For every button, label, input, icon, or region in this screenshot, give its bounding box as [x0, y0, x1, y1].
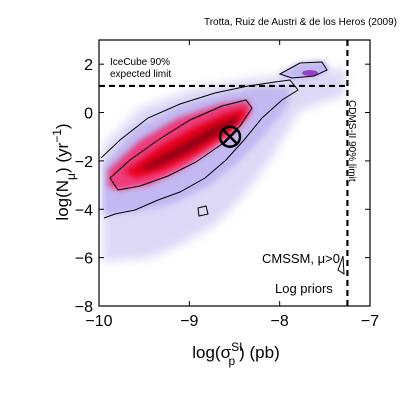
contour-island	[278, 61, 328, 79]
y-tick-label: 2	[84, 57, 93, 74]
y-tick-label: −4	[75, 202, 93, 219]
y-tick-label: −2	[75, 154, 93, 171]
model-label: CMSSM, μ>0	[262, 251, 340, 266]
best-fit-circle	[218, 125, 242, 148]
best-fit-marker	[218, 125, 242, 148]
chart-credit: Trotta, Ruiz de Austri & de los Heros (2…	[204, 17, 397, 28]
contour-tail	[337, 255, 345, 275]
contour-small	[197, 205, 209, 217]
y-tick-label: −6	[75, 251, 93, 268]
icecube-label-line1: IceCube 90%	[110, 57, 170, 68]
prior-label: Log priors	[275, 281, 333, 296]
y-tick-label: 0	[84, 106, 93, 123]
x-tick-label: −8	[271, 313, 289, 330]
density-speck	[302, 70, 318, 76]
x-tick-label: −10	[85, 313, 112, 330]
plot-frame	[98, 39, 371, 307]
y-tick-label: −8	[75, 299, 93, 316]
icecube-label-line2: expected limit	[110, 69, 171, 80]
contour-outer	[100, 79, 299, 219]
best-fit-cross	[222, 128, 238, 145]
density-core	[140, 116, 240, 170]
x-axis-title: log(σSI p) (pb)	[192, 340, 280, 368]
x-tick-label: −9	[180, 313, 198, 330]
y-axis-title: log(Nμ) (yr−1)	[50, 123, 78, 220]
cdms-label: CDMS-II 90% limit	[346, 100, 357, 182]
x-tick-label: −7	[361, 313, 379, 330]
contour-inner	[109, 99, 253, 191]
